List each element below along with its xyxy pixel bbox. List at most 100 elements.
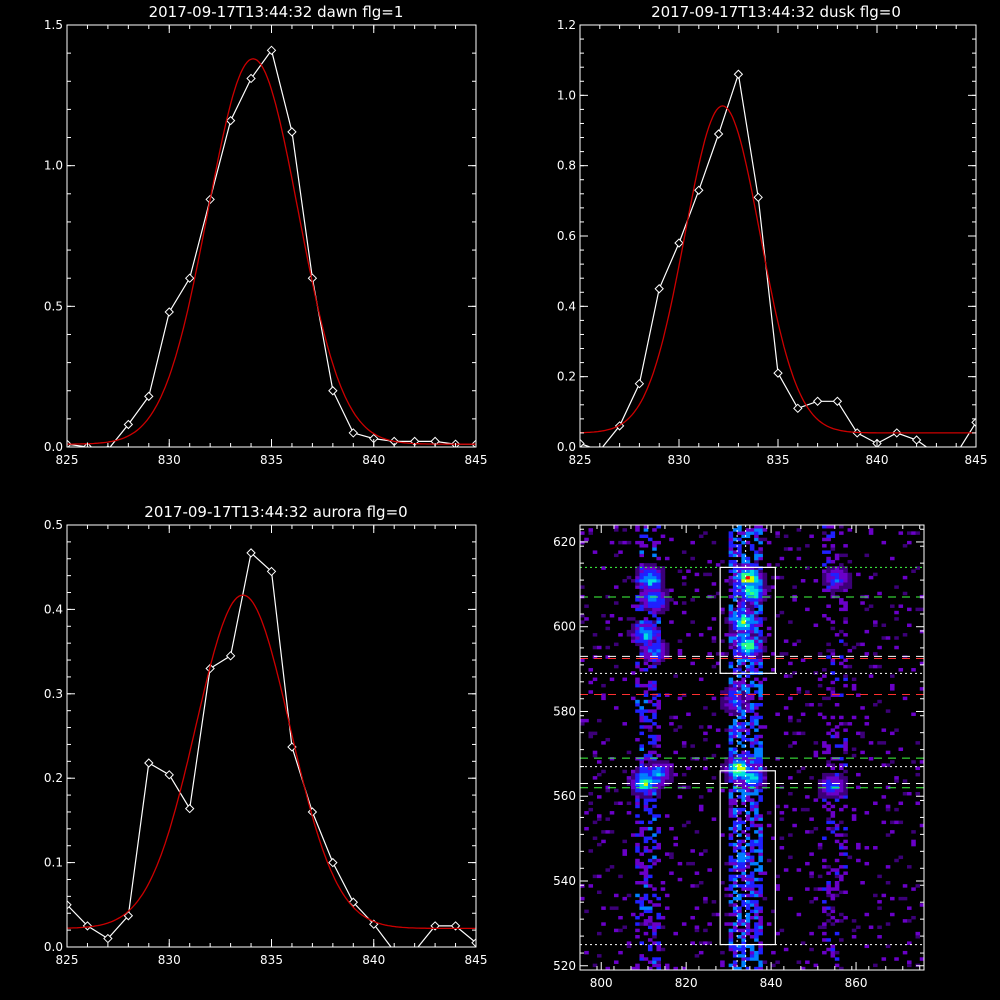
heatmap-pixel — [830, 566, 836, 570]
heatmap-pixel — [762, 598, 768, 602]
heatmap-pixel — [609, 865, 615, 869]
heatmap-pixel — [796, 960, 802, 964]
heatmap-pixel — [830, 804, 836, 809]
heatmap-pixel — [754, 683, 759, 688]
heatmap-pixel — [741, 556, 746, 561]
heatmap-pixel — [639, 788, 645, 793]
heatmap-pixel — [754, 823, 759, 828]
heatmap-pixel — [690, 861, 695, 866]
heatmap-pixel — [745, 792, 751, 796]
heatmap-pixel — [754, 757, 759, 761]
heatmap-pixel — [745, 534, 751, 539]
heatmap-pixel — [728, 788, 734, 793]
heatmap-pixel — [830, 534, 836, 539]
heatmap-pixel — [647, 766, 653, 771]
dawn-data-line — [67, 48, 476, 447]
heatmap-pixel — [732, 906, 738, 910]
heatmap-pixel — [698, 941, 704, 945]
heatmap-pixel — [822, 572, 827, 577]
heatmap-pixel — [741, 919, 746, 923]
heatmap-pixel — [630, 671, 636, 675]
heatmap-pixel — [732, 706, 738, 710]
heatmap-pixel — [783, 804, 789, 809]
heatmap-pixel — [639, 954, 645, 958]
heatmap-pixel — [711, 753, 717, 758]
heatmap-pixel — [643, 528, 649, 532]
heatmap-pixel — [911, 887, 916, 891]
heatmap-pixel — [732, 728, 738, 732]
heatmap-pixel — [622, 769, 628, 774]
heatmap-pixel — [749, 579, 755, 583]
heatmap-pixel — [788, 718, 793, 723]
heatmap-pixel — [643, 877, 649, 882]
heatmap-ytick-label: 620 — [553, 535, 576, 549]
heatmap-pixel — [660, 594, 666, 599]
heatmap-pixel — [724, 893, 729, 898]
heatmap-pixel — [732, 614, 738, 618]
heatmap-pixel — [732, 537, 738, 542]
heatmap-pixel — [681, 966, 687, 970]
heatmap-pixel — [732, 566, 738, 570]
heatmap-pixel — [732, 642, 738, 647]
heatmap-pixel — [754, 737, 759, 742]
heatmap-pixel — [728, 547, 734, 551]
heatmap-pixel — [754, 712, 759, 717]
heatmap-pixel — [762, 896, 768, 901]
heatmap-pixel — [907, 623, 912, 628]
heatmap-pixel — [741, 928, 746, 933]
heatmap-pixel — [664, 852, 670, 856]
heatmap-pixel — [834, 588, 840, 593]
heatmap-pixel — [732, 842, 738, 847]
heatmap-pixel — [584, 826, 589, 831]
heatmap-pixel — [749, 718, 755, 723]
heatmap-pixel — [639, 601, 645, 605]
heatmap-pixel — [647, 563, 653, 567]
heatmap-pixel — [677, 877, 683, 882]
heatmap-pixel — [911, 569, 916, 573]
heatmap-pixel — [647, 922, 653, 926]
heatmap-pixel — [613, 601, 619, 605]
heatmap-pixel — [749, 614, 755, 618]
heatmap-pixel — [694, 906, 700, 910]
heatmap-pixel — [656, 795, 661, 799]
heatmap-pixel — [728, 620, 734, 624]
heatmap-pixel — [656, 607, 661, 612]
aurora-data-point — [184, 803, 195, 814]
heatmap-pixel — [732, 826, 738, 831]
heatmap-pixel — [737, 846, 742, 850]
heatmap-pixel — [652, 861, 657, 866]
heatmap-pixel — [745, 645, 751, 650]
heatmap-pixel — [741, 785, 746, 790]
heatmap-pixel — [647, 687, 653, 691]
heatmap-pixel — [749, 839, 755, 844]
heatmap-pixel — [635, 881, 640, 885]
heatmap-pixel — [626, 801, 632, 806]
heatmap-pixel — [885, 763, 891, 767]
heatmap-pixel — [775, 804, 780, 809]
heatmap-pixel — [737, 861, 742, 866]
dawn-plot: 2017-09-17T13:44:32 dawn flg=1 825 830 835… — [44, 3, 488, 467]
dusk-title: 2017-09-17T13:44:32 dusk flg=0 — [651, 3, 901, 21]
heatmap-pixel — [881, 795, 887, 799]
heatmap-pixel — [652, 941, 657, 945]
heatmap-pixel — [690, 620, 695, 624]
heatmap-pixel — [656, 753, 661, 758]
heatmap-pixel — [834, 795, 840, 799]
heatmap-pixel — [728, 868, 734, 872]
heatmap-pixel — [681, 550, 687, 554]
heatmap-pixel — [762, 677, 768, 682]
heatmap-pixel — [834, 950, 840, 955]
heatmap-pixel — [873, 623, 878, 628]
heatmap-pixel — [728, 766, 734, 771]
heatmap-pixel — [639, 668, 645, 672]
heatmap-pixel — [741, 944, 746, 949]
heatmap-pixel — [758, 846, 763, 850]
heatmap-pixel — [732, 696, 738, 701]
heatmap-pixel — [732, 820, 738, 825]
heatmap-pixel — [839, 744, 844, 748]
heatmap-pixel — [698, 807, 704, 812]
dusk-data-point — [911, 435, 922, 445]
heatmap-pixel — [758, 636, 763, 640]
heatmap-pixel — [635, 792, 640, 796]
heatmap-pixel — [732, 747, 738, 751]
